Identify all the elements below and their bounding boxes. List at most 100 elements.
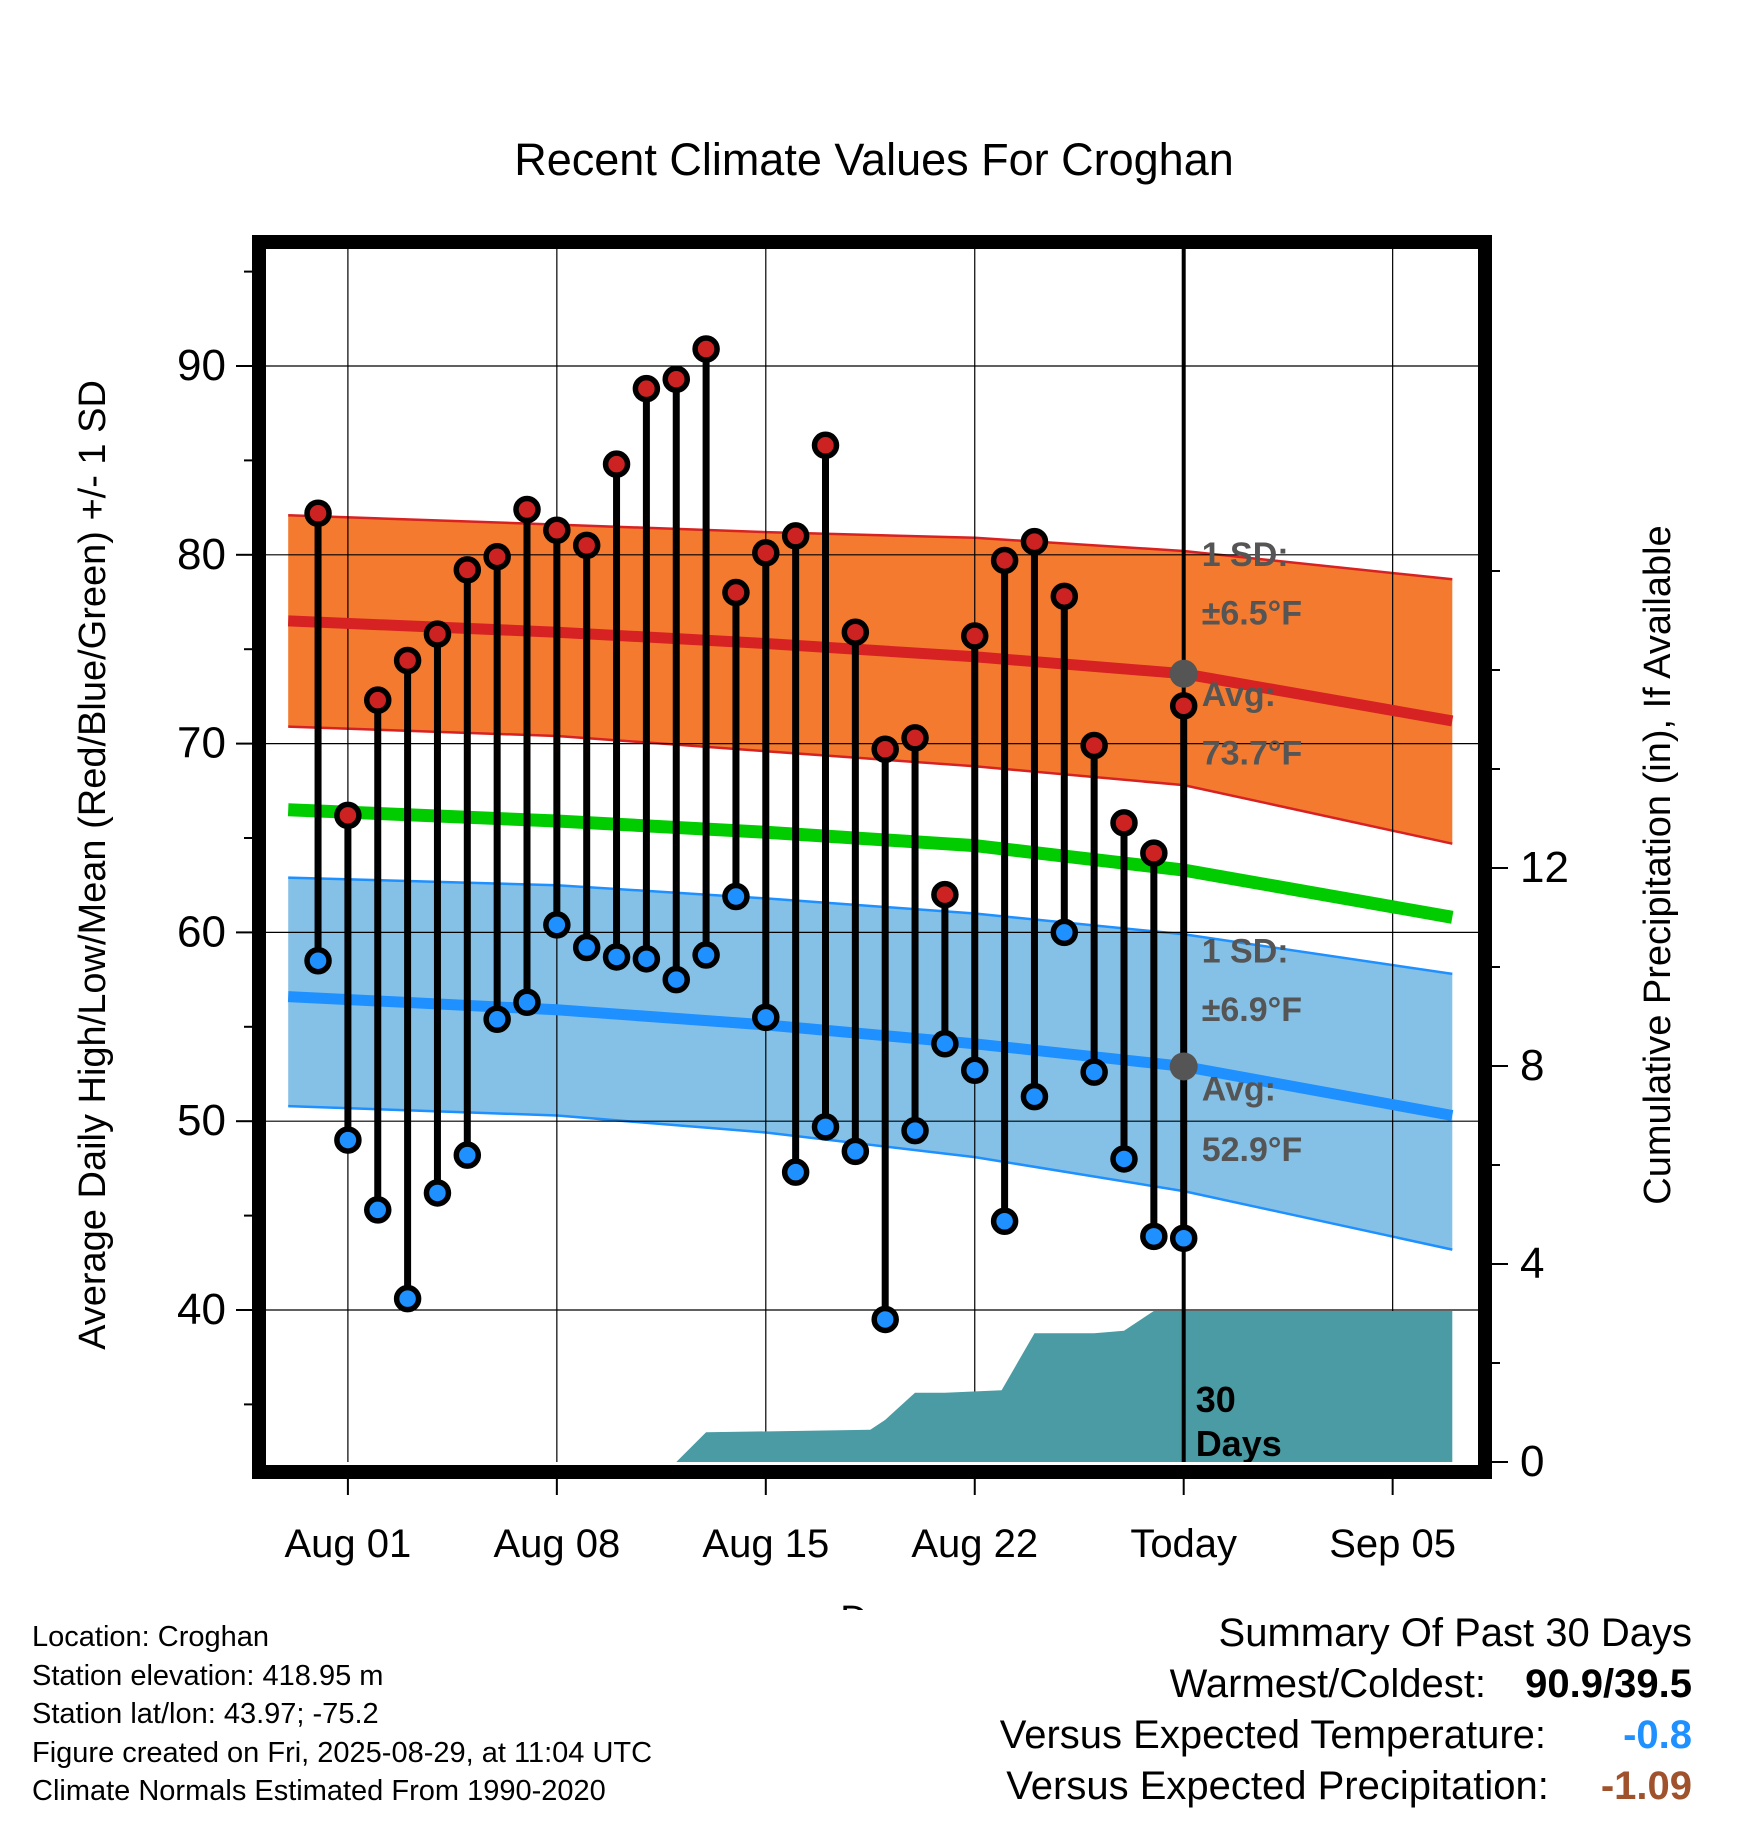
low-temp-dot [632, 945, 661, 973]
low-temp-dot [1169, 1224, 1198, 1253]
x-axis-label: Day [840, 1599, 908, 1610]
high-temp-dot [1169, 692, 1198, 720]
high-temp-dot [1080, 731, 1108, 760]
high-temp-dot [901, 724, 929, 752]
high-lower-edge [288, 725, 1453, 845]
today-low-avg-marker [1169, 1052, 1198, 1081]
summary-heading: Summary Of Past 30 Days [1218, 1611, 1692, 1655]
low-temp-dot [334, 1126, 362, 1154]
low-temp-dot [364, 1196, 392, 1224]
low-temp-dot [513, 988, 541, 1017]
high-temp-dot [453, 556, 482, 584]
today-window-label: 30 Days [1196, 1379, 1282, 1464]
y-tick-label: 40 [177, 1285, 226, 1334]
low-avg-title: Avg: [1202, 1070, 1276, 1108]
station-info: Location: Croghan Station elevation: 418… [32, 1618, 652, 1811]
low-temp-dot [1110, 1145, 1138, 1173]
normal-high-line [287, 615, 1454, 727]
low-temp-dot [602, 943, 631, 971]
low-temp-dot [692, 941, 720, 969]
high-temp-dot [572, 531, 601, 560]
high-temp-dot [871, 735, 899, 764]
normal-bands [288, 513, 1453, 1251]
low-temp-dot [543, 911, 571, 939]
y-axis-label: Average Daily High/Low/Mean (Red/Blue/Gr… [72, 380, 114, 1350]
low-temp-dot [841, 1137, 870, 1166]
high-temp-dot [602, 450, 631, 478]
warmest-coldest-label: Warmest/Coldest: [1169, 1662, 1486, 1706]
high-upper-edge [288, 513, 1453, 581]
today-window-label-line: 30 [1196, 1379, 1236, 1420]
low-upper-edge [288, 876, 1453, 976]
today-window-label-line: Days [1196, 1423, 1282, 1464]
high-temp-dot [1020, 527, 1049, 556]
low-temp-dot [901, 1116, 929, 1145]
high-temp-dot [513, 495, 541, 524]
high-temp-dot [692, 335, 720, 363]
high-sd-band [288, 515, 1453, 844]
created-text: Figure created on Fri, 2025-08-29, at 11… [32, 1736, 653, 1769]
y-tick-label: 70 [177, 719, 226, 768]
low-temp-dot [990, 1207, 1019, 1236]
high-temp-dot [423, 620, 452, 648]
x-tick-label: Aug 08 [493, 1522, 620, 1566]
high-temp-dot [483, 542, 511, 571]
precip-area-fill [676, 1311, 1453, 1462]
observation-stems [314, 349, 1188, 1320]
high-temp-dot [841, 618, 870, 646]
precip-anomaly-value: -1.09 [1600, 1764, 1692, 1808]
high-temp-dot [931, 880, 959, 909]
temp-anomaly-label: Versus Expected Temperature: [999, 1713, 1546, 1757]
low-temp-dot [1050, 918, 1079, 947]
low-temp-dot [453, 1141, 482, 1169]
y-tick-label: 60 [177, 907, 226, 956]
precip-area [676, 1311, 1453, 1462]
high-temp-dot [752, 539, 780, 567]
low-temp-dot [304, 946, 332, 975]
high-temp-dot [722, 578, 750, 607]
climate-chart: Recent Climate Values For Croghan 1 SD: ±… [72, 134, 1679, 1610]
low-lower-edge [288, 1104, 1453, 1251]
precip-anomaly-label: Versus Expected Precipitation: [1006, 1764, 1549, 1808]
high-temp-dot [543, 516, 571, 545]
low-avg-value: 52.9°F [1202, 1131, 1303, 1169]
low-temp-dot [393, 1284, 422, 1313]
x-tick-label: Aug 15 [702, 1522, 829, 1566]
low-temp-dot [752, 1003, 780, 1032]
plot-frame [252, 235, 1492, 1479]
high-temp-dot [632, 374, 661, 403]
high-temp-dot [1050, 582, 1079, 611]
grid-lines [266, 248, 1479, 1462]
high-temp-dot [961, 622, 989, 650]
summary-panel: Summary Of Past 30 Days Warmest/Coldest:… [1000, 1608, 1692, 1812]
low-temp-dot [871, 1305, 899, 1334]
high-sd-value: ±6.5°F [1202, 595, 1302, 633]
normal-mean-line [287, 803, 1454, 924]
y2-tick-label: 0 [1520, 1437, 1544, 1486]
y-tick-label: 50 [177, 1096, 226, 1145]
stats-labels: 1 SD: ±6.5°F Avg: 73.7°F 1 SD: ±6.9°F Avg: 52.9… [1169, 536, 1303, 1464]
y2-axis-label: Cumulative Precipitation (in), If Availa… [1637, 525, 1679, 1204]
high-temp-dot [304, 499, 332, 528]
high-avg-value: 73.7°F [1202, 734, 1303, 772]
low-sd-title: 1 SD: [1202, 933, 1289, 971]
low-temp-dot [1080, 1058, 1108, 1086]
low-temp-dot [423, 1179, 452, 1207]
x-tick-label: Aug 01 [285, 1522, 412, 1566]
y-tick-label: 90 [177, 341, 226, 390]
y2-tick-label: 12 [1520, 843, 1569, 892]
low-sd-value: ±6.9°F [1202, 991, 1302, 1029]
high-temp-dot [781, 522, 810, 550]
axes: 40 50 60 70 80 90 0 4 8 12 Aug 01 Aug 08 Aug 15 Aug 2… [177, 270, 1569, 1566]
high-temp-dot [393, 646, 422, 675]
chart-title: Recent Climate Values For Croghan [514, 134, 1234, 185]
high-temp-dot [364, 686, 392, 714]
elevation-text: Station elevation: 418.95 m [32, 1659, 384, 1692]
low-temp-dot [1140, 1222, 1168, 1251]
high-temp-dot [334, 801, 362, 830]
low-temp-dot [781, 1158, 810, 1186]
x-tick-label: Today [1130, 1522, 1237, 1566]
normal-lines [287, 615, 1454, 1121]
warmest-coldest-value: 90.9/39.5 [1525, 1662, 1692, 1706]
y2-tick-label: 8 [1520, 1041, 1544, 1090]
